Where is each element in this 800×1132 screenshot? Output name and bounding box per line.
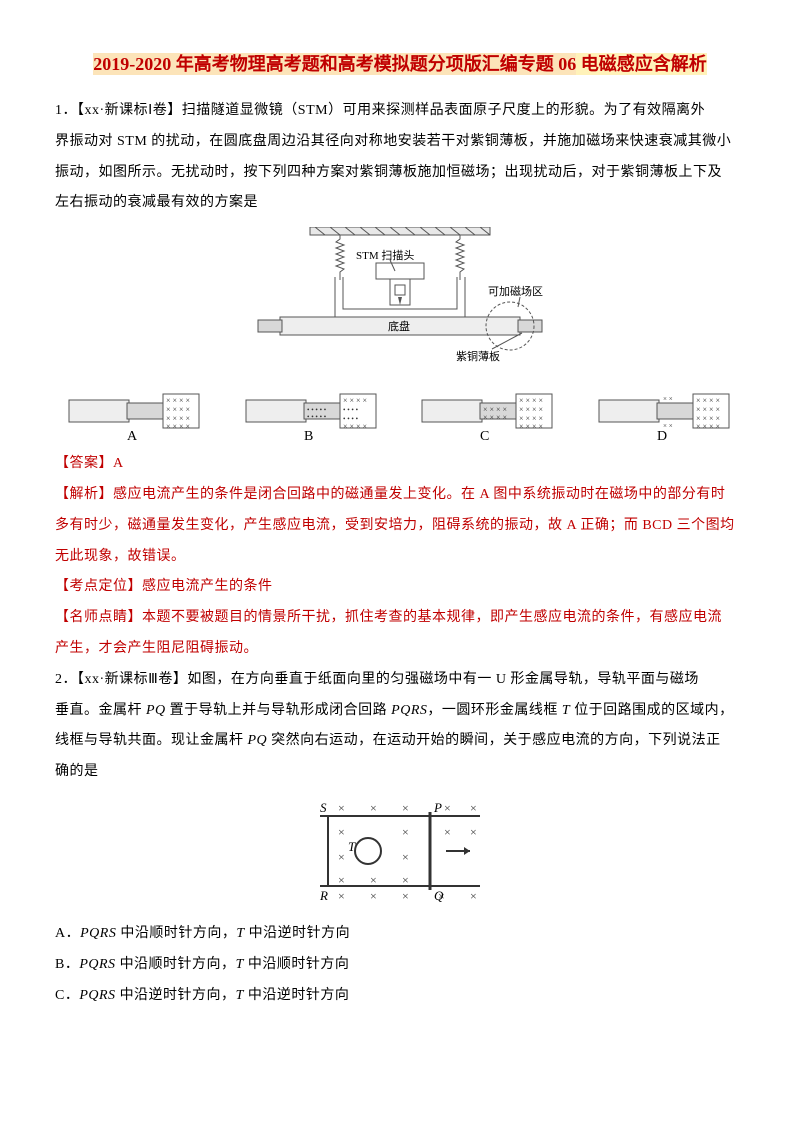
q1-line2: 界振动对 STM 的扰动，在圆底盘周边沿其径向对称地安装若干对紫铜薄板，并施加磁… xyxy=(55,127,745,158)
q2-diagram: ××××× ×××× ×× ××× ××××× S P R Q T xyxy=(55,796,745,911)
q2-line2: 垂直。金属杆 PQ 置于导轨上并与导轨形成闭合回路 PQRS，一圆环形金属线框 … xyxy=(55,696,745,727)
svg-text:× ×: × × xyxy=(663,395,673,403)
q2-optC: C．PQRS 中沿逆时针方向，T 中沿逆时针方向 xyxy=(55,981,745,1012)
svg-text:• • • •: • • • • xyxy=(343,406,359,414)
base-label: 底盘 xyxy=(388,319,410,333)
svg-text:×: × xyxy=(402,825,409,839)
page: 2019-2020 年高考物理高考题和高考模拟题分项版汇编专题 06 电磁感应含… xyxy=(0,0,800,1041)
svg-text:×: × xyxy=(444,825,451,839)
a1-kd: 【考点定位】感应电流产生的条件 xyxy=(55,572,745,603)
svg-text:× × × ×: × × × × xyxy=(696,422,720,431)
q1-main-diagram: STM 扫描头 底盘 可加磁场区 紫铜薄板 xyxy=(55,227,745,382)
a1-exp-l2: 多有时少，磁通量发生变化，产生感应电流，受到安培力，阻碍系统的振动，故 A 正确… xyxy=(55,511,745,542)
svg-text:× × × ×: × × × × xyxy=(519,422,543,431)
svg-text:× × × ×: × × × × xyxy=(483,413,507,422)
svg-text:×: × xyxy=(338,801,345,815)
svg-text:× × × ×: × × × × xyxy=(166,396,190,405)
svg-text:×: × xyxy=(338,850,345,864)
svg-text:×: × xyxy=(402,873,409,887)
page-title: 2019-2020 年高考物理高考题和高考模拟题分项版汇编专题 06 电磁感应含… xyxy=(55,50,745,76)
svg-text:× × × ×: × × × × xyxy=(343,396,367,405)
stm-label: STM 扫描头 xyxy=(356,248,414,262)
svg-text:×: × xyxy=(370,801,377,815)
svg-text:×: × xyxy=(370,873,377,887)
svg-text:× × × ×: × × × × xyxy=(519,396,543,405)
mag-area-label: 可加磁场区 xyxy=(488,284,543,298)
title-part1: 2019-2020 年高考物理高考题和高考模拟题分项版汇编专题 06 xyxy=(93,53,576,75)
copper-label: 紫铜薄板 xyxy=(456,349,500,363)
svg-text:×: × xyxy=(338,889,345,903)
svg-text:Q: Q xyxy=(434,888,444,903)
a1-ms-l1: 【名师点睛】本题不要被题目的情景所干扰，抓住考查的基本规律，即产生感应电流的条件… xyxy=(55,603,745,634)
svg-text:×: × xyxy=(470,825,477,839)
svg-text:×: × xyxy=(370,889,377,903)
q1-line3: 振动，如图所示。无扰动时，按下列四种方案对紫铜薄板施加恒磁场；出现扰动后，对于紫… xyxy=(55,158,745,189)
svg-text:× × × ×: × × × × xyxy=(519,405,543,414)
svg-text:× × × ×: × × × × xyxy=(696,405,720,414)
q2-line3: 线框与导轨共面。现让金属杆 PQ 突然向右运动，在运动开始的瞬间，关于感应电流的… xyxy=(55,726,745,757)
svg-text:×: × xyxy=(402,850,409,864)
svg-text:× × × ×: × × × × xyxy=(166,405,190,414)
svg-text:×: × xyxy=(444,801,451,815)
svg-text:P: P xyxy=(433,800,442,815)
option-d-fig: × × × ×× × × × × × × ×× × × × × ×× × D xyxy=(595,390,735,445)
q1-line4: 左右振动的衰减最有效的方案是 xyxy=(55,188,745,219)
svg-text:T: T xyxy=(348,839,356,854)
svg-text:R: R xyxy=(319,888,328,903)
svg-text:×: × xyxy=(470,889,477,903)
svg-text:• • • • •: • • • • • xyxy=(307,413,327,421)
svg-text:× × × ×: × × × × xyxy=(696,396,720,405)
svg-text:× × × ×: × × × × xyxy=(166,422,190,431)
q2-line4: 确的是 xyxy=(55,757,745,788)
svg-text:C: C xyxy=(480,429,489,444)
svg-text:×: × xyxy=(402,801,409,815)
option-a-fig: × × × ×× × × × × × × ×× × × × A xyxy=(65,390,205,445)
a1-answer: 【答案】A xyxy=(55,449,745,480)
a1-exp-l1: 【解析】感应电流产生的条件是闭合回路中的磁通量发上变化。在 A 图中系统振动时在… xyxy=(55,480,745,511)
q2-optB: B．PQRS 中沿顺时针方向，T 中沿顺时针方向 xyxy=(55,950,745,981)
option-c-fig: × × × ×× × × × × × × ×× × × × × × × ×× ×… xyxy=(418,390,558,445)
svg-text:D: D xyxy=(657,429,667,444)
q2-optA: A．PQRS 中沿顺时针方向，T 中沿逆时针方向 xyxy=(55,919,745,950)
a1-ms-l2: 产生，才会产生阻尼阻碍振动。 xyxy=(55,634,745,665)
svg-text:×: × xyxy=(402,889,409,903)
svg-text:S: S xyxy=(320,800,327,815)
svg-text:× × × ×: × × × × xyxy=(343,422,367,431)
option-b-fig: × × × ×× × × × • • • • •• • • • • • • • … xyxy=(242,390,382,445)
svg-text:×: × xyxy=(338,873,345,887)
svg-text:B: B xyxy=(304,429,313,444)
svg-text:• • • •: • • • • xyxy=(343,415,359,423)
a1-exp-l3: 无此现象，故错误。 xyxy=(55,542,745,573)
svg-text:A: A xyxy=(127,429,138,444)
svg-text:×: × xyxy=(470,801,477,815)
q2-line1: 2．【xx·新课标Ⅲ卷】如图，在方向垂直于纸面向里的匀强磁场中有一 U 形金属导… xyxy=(55,665,745,696)
q1-line1: 1．【xx·新课标Ⅰ卷】扫描隧道显微镜（STM）可用来探测样品表面原子尺度上的形… xyxy=(55,96,745,127)
svg-text:×: × xyxy=(338,825,345,839)
q1-options-row: × × × ×× × × × × × × ×× × × × A × × × ××… xyxy=(55,390,745,445)
title-part2: 电磁感应含解析 xyxy=(576,53,707,75)
